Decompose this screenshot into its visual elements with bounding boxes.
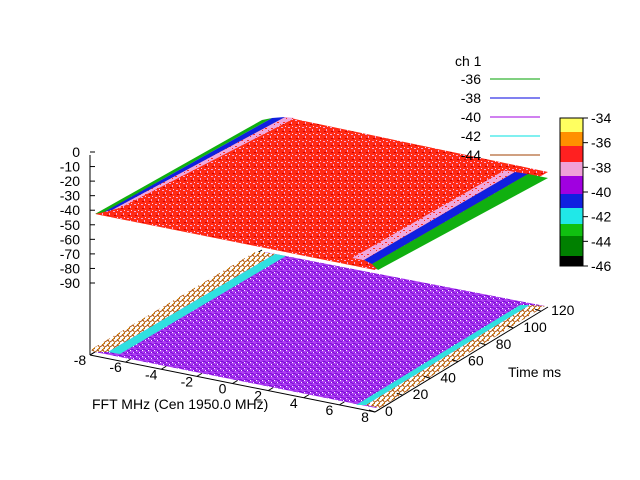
colorbox-yellow: [560, 118, 583, 132]
x-tick-label: 0: [219, 381, 227, 397]
y-tick-mark: [368, 409, 376, 413]
colorbox-green: [560, 224, 583, 236]
z-tick-label: -70: [60, 246, 80, 262]
x-tick-label: -6: [109, 359, 122, 375]
x-tick-mark: [267, 387, 274, 392]
colorbox-black: [560, 256, 583, 266]
x-tick-label: -2: [181, 373, 194, 389]
z-tick-label: -50: [60, 217, 80, 233]
x-tick-label: 8: [361, 409, 369, 425]
x-tick-mark: [374, 408, 381, 413]
legend-entry-label: -40: [461, 109, 481, 125]
y-axis-label: Time ms: [508, 364, 561, 380]
contour-plane-purple: [95, 252, 545, 408]
z-tick-label: -10: [60, 159, 80, 175]
surface-pink-left: [112, 117, 295, 210]
x-tick-mark: [125, 358, 131, 363]
colorbox-red: [560, 146, 583, 162]
legend-entry-label: -42: [461, 128, 481, 144]
y-tick-mark: [479, 342, 486, 346]
x-tick-mark: [303, 394, 310, 399]
y-tick-mark: [507, 325, 514, 329]
colorbox-tick-label: -36: [591, 135, 611, 151]
y-tick-label: 40: [440, 369, 456, 385]
legend-entry-label: -36: [461, 71, 481, 87]
z-tick-label: -90: [60, 275, 80, 291]
x-tick-mark: [232, 380, 238, 384]
x-tick-mark: [89, 351, 96, 356]
colorbox-purple: [560, 176, 583, 194]
colorbox-tick-label: -44: [591, 233, 611, 249]
y-tick-label: 120: [551, 302, 575, 318]
x-tick-label: 2: [254, 388, 262, 404]
tick-labels: 0-10-20-30-40-50-60-70-80-90-8 -6 -4 -2 0 2 4 6…: [60, 71, 612, 425]
y-tick-mark: [396, 392, 403, 396]
surface-green-left: [95, 118, 272, 214]
legend-entry-label: -38: [461, 90, 481, 106]
colorbox-pink: [560, 162, 583, 176]
front-right-edge: [374, 306, 549, 413]
y-tick-label: 0: [385, 403, 393, 419]
x-tick-mark: [196, 372, 203, 377]
surface-blue-right: [364, 172, 528, 264]
colorbox: [559, 117, 584, 267]
x-tick-label: -4: [145, 366, 158, 382]
y-tick-mark: [534, 308, 542, 312]
colorbox-darkgreen: [560, 236, 583, 256]
y-tick-label: 60: [468, 353, 484, 369]
y-tick-label: 80: [496, 336, 512, 352]
contour-band-brown-left-inner: [95, 252, 275, 352]
legend-title: ch 1: [455, 53, 482, 69]
z-tick-label: 0: [72, 144, 80, 160]
colorbox-tick-label: -34: [591, 110, 611, 126]
colorbox-orange: [560, 132, 583, 146]
legend-entry-label: -44: [461, 147, 481, 163]
colorbox-tick-label: -42: [591, 209, 611, 225]
surface-blue-left: [104, 117, 285, 212]
z-tick-label: -30: [60, 188, 80, 204]
contour-band-cyan-right: [356, 305, 530, 405]
contour-band-brown-right: [366, 305, 545, 408]
z-tick-label: -20: [60, 173, 80, 189]
z-tick-label: -80: [60, 260, 80, 276]
colorbox-tick-label: -46: [591, 258, 611, 274]
z-tick-label: -40: [60, 202, 80, 218]
x-tick-label: 4: [290, 395, 298, 411]
colorbox-tick-label: -40: [591, 184, 611, 200]
y-tick-label: 100: [523, 319, 547, 335]
colorbox-blue: [560, 194, 583, 208]
colorbox-tick-label: -38: [591, 159, 611, 175]
x-tick-label: -8: [74, 352, 87, 368]
legend: ch 1: [455, 53, 482, 69]
surface-pink-right: [352, 170, 515, 260]
y-tick-mark: [451, 359, 459, 363]
y-tick-label: 20: [413, 386, 429, 402]
x-tick-mark: [339, 401, 345, 406]
x-tick-label: 6: [325, 402, 333, 418]
contour-band-cyan-left: [108, 254, 286, 354]
y-tick-mark: [424, 375, 431, 379]
surface-green-right: [372, 174, 548, 270]
x-axis-label: FFT MHz (Cen 1950.0 MHz): [92, 396, 268, 412]
x-tick-mark: [160, 365, 167, 370]
colorbox-cyan: [560, 208, 583, 224]
z-tick-label: -60: [60, 231, 80, 247]
